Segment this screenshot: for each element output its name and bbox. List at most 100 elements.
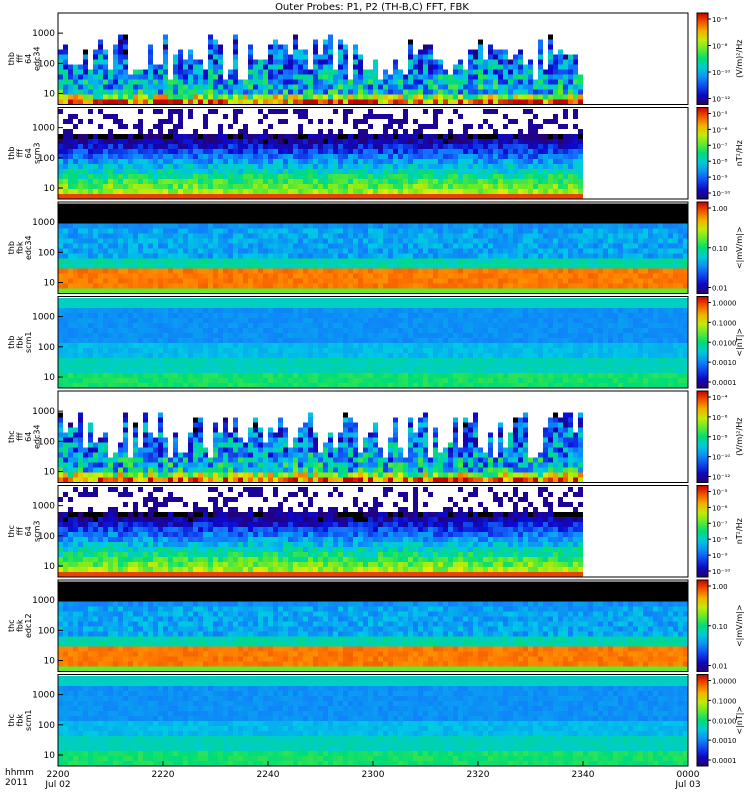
colorbar-tick-label: 0.10: [712, 245, 728, 253]
colorbar-tick-label: 0.01: [712, 285, 728, 293]
colorbar: [696, 579, 709, 672]
time-tick-date: Jul 03: [674, 780, 700, 790]
y-tick-label: 10: [44, 751, 56, 761]
y-tick-label: 10: [44, 562, 56, 572]
y-tick-label: 100: [38, 437, 55, 447]
panel-frame: [57, 296, 689, 389]
panel-y-label: thcfbkedc12: [7, 613, 33, 638]
colorbar-tick-label: 10⁻⁸: [712, 158, 728, 166]
colorbar-tick-label: 0.0001: [712, 379, 737, 387]
colorbar-tick-label: 10⁻⁶: [712, 16, 728, 24]
spectrogram-image: [58, 487, 583, 577]
panel-frame: [57, 390, 689, 483]
y-tick-label: 10: [44, 90, 56, 100]
time-tick-label: 2320: [467, 770, 490, 780]
colorbar-label: <|mV/m|>: [735, 604, 744, 647]
y-tick-label: 1000: [32, 29, 55, 39]
time-axis-row-label-1: hhmm: [5, 768, 34, 778]
y-tick-label: 1000: [32, 218, 55, 228]
spectrogram-image: [58, 203, 688, 294]
y-tick-label: 10: [44, 373, 56, 383]
colorbar-tick-label: 10⁻¹⁰: [712, 190, 730, 198]
panel-y-label: thbfff64scm3: [7, 143, 42, 164]
y-tick-label: 100: [38, 343, 55, 353]
colorbar-tick-label: 10⁻⁶: [712, 504, 728, 512]
y-tick-label: 1000: [32, 124, 55, 134]
panel-y-label: thcfff64edc34: [7, 424, 42, 449]
time-tick-label: 0000: [677, 770, 700, 780]
panel-frame: [57, 12, 689, 105]
colorbar-tick-label: 0.0010: [712, 359, 737, 367]
y-tick-label: 10: [44, 468, 56, 478]
colorbar-tick-label: 10⁻¹²: [712, 474, 730, 482]
colorbar-tick-label: 10⁻¹⁰: [712, 568, 730, 576]
colorbar-tick-label: 10⁻⁵: [712, 111, 728, 119]
panel-y-label: thcfff64scm3: [7, 521, 42, 542]
spectrogram-panel: 1000 100 10 thbfff64edc34 10⁻⁶ 10⁻⁸ 10⁻¹⁰ 10⁻¹²…: [7, 12, 744, 105]
colorbar-tick-label: 0.1000: [712, 319, 737, 327]
colorbar-tick-label: 0.10: [712, 623, 728, 631]
y-tick-label: 100: [38, 248, 55, 258]
y-tick-label: 10: [44, 657, 56, 667]
colorbar-tick-label: 10⁻⁷: [712, 520, 728, 528]
colorbar-label: nT²/Hz: [735, 518, 744, 544]
spectrogram-panel: 1000 100 10 thcfbkscm1 1.0000 0.1000 0.0100 0.0…: [7, 674, 744, 767]
colorbar-label: (V/m)²/Hz: [735, 40, 744, 78]
panel-y-label: thbfbkscm1: [7, 332, 33, 353]
figure-title: Outer Probes: P1, P2 (TH-B,C) FFT, FBK: [275, 2, 469, 13]
colorbar: [696, 296, 709, 389]
colorbar-tick-label: 10⁻⁵: [712, 489, 728, 497]
colorbar-tick-label: 10⁻⁹: [712, 552, 728, 560]
spectrogram-panel: 1000 100 10 thcfbkedc12 1.00 0.10 0.01 <|mV/m|>: [7, 579, 744, 672]
y-tick-label: 1000: [32, 407, 55, 417]
y-tick-label: 100: [38, 721, 55, 731]
spectrogram-image: [58, 109, 583, 199]
colorbar-tick-label: 1.00: [712, 583, 728, 591]
y-tick-label: 1000: [32, 502, 55, 512]
colorbar-tick-label: 10⁻⁸: [712, 536, 728, 544]
colorbar-tick-label: 10⁻⁶: [712, 414, 728, 422]
panel-frame: [57, 485, 689, 578]
spectrogram-image: [58, 676, 688, 766]
colorbar: [696, 485, 709, 578]
panel-y-label: thbfff64edc34: [7, 46, 42, 71]
colorbar-tick-label: 0.0010: [712, 737, 737, 745]
panel-frame: [57, 579, 689, 672]
colorbar-tick-label: 10⁻¹²: [712, 96, 730, 104]
colorbar-tick-label: 1.00: [712, 205, 728, 213]
colorbar-label: nT²/Hz: [735, 140, 744, 166]
spectrogram-image: [58, 34, 583, 105]
colorbar-label: (V/m)²/Hz: [735, 418, 744, 456]
colorbar: [696, 390, 709, 483]
time-tick-label: 2220: [152, 770, 175, 780]
panel-y-label: thcfbkscm1: [7, 710, 33, 731]
time-tick-label: 2340: [572, 770, 595, 780]
time-tick-label: 2240: [257, 770, 280, 780]
spectrogram-image: [58, 412, 583, 483]
colorbar-tick-label: 10⁻⁴: [712, 394, 728, 402]
panel-stack: 1000 100 10 thbfff64edc34 10⁻⁶ 10⁻⁸ 10⁻¹⁰ 10⁻¹²…: [7, 12, 744, 767]
y-tick-label: 1000: [32, 313, 55, 323]
y-tick-label: 10: [44, 279, 56, 289]
y-tick-label: 100: [38, 154, 55, 164]
colorbar-tick-label: 0.0100: [712, 717, 737, 725]
colorbar: [696, 674, 709, 767]
time-tick-label: 2300: [362, 770, 385, 780]
colorbar-tick-label: 10⁻⁷: [712, 142, 728, 150]
time-tick-date: Jul 02: [44, 780, 70, 790]
y-tick-label: 100: [38, 626, 55, 636]
colorbar-tick-label: 0.1000: [712, 697, 737, 705]
panel-frame: [57, 107, 689, 200]
panel-frame: [57, 201, 689, 294]
colorbar-tick-label: 10⁻⁸: [712, 43, 728, 51]
colorbar: [696, 107, 709, 200]
colorbar-tick-label: 1.0000: [712, 678, 737, 686]
colorbar-tick-label: 0.0100: [712, 339, 737, 347]
colorbar-tick-label: 10⁻⁶: [712, 126, 728, 134]
spectrogram-panel: 1000 100 10 thbfbkscm1 1.0000 0.1000 0.0100 0.0…: [7, 296, 744, 389]
colorbar-label: <|nT|>: [735, 706, 744, 735]
colorbar-tick-label: 10⁻⁹: [712, 174, 728, 182]
spectrogram-panel: 1000 100 10 thbfbkedc34 1.00 0.10 0.01 <|mV/m|>: [7, 201, 744, 294]
